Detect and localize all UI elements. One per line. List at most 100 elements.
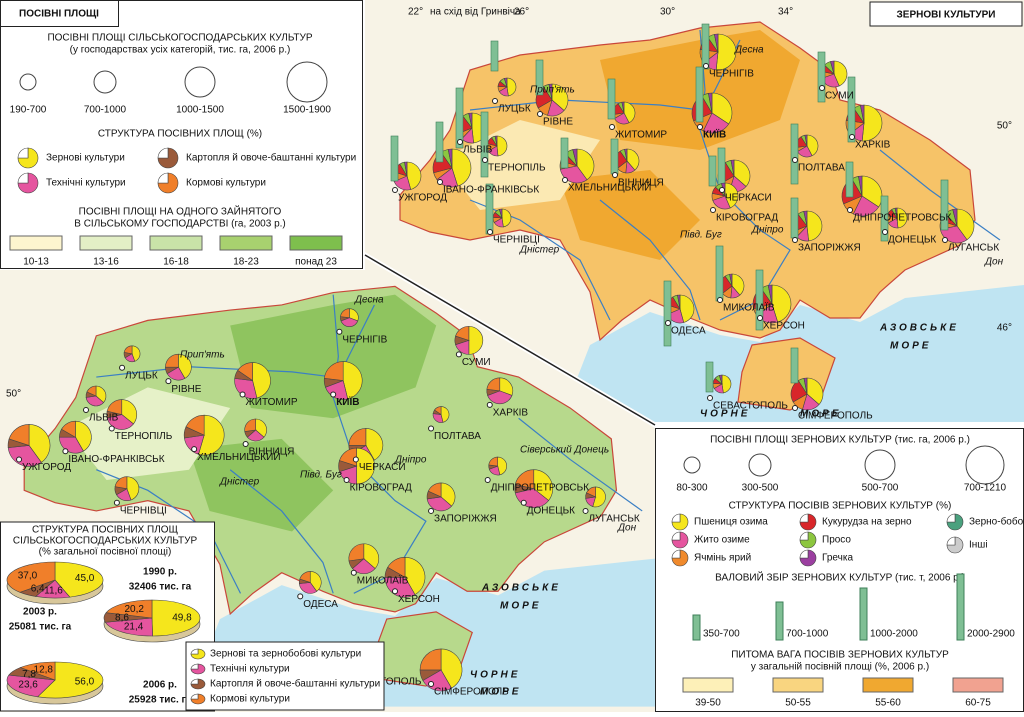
city-label: ДОНЕЦЬК: [527, 505, 575, 516]
panel-divider: [364, 254, 656, 426]
map-pie: [586, 486, 596, 498]
map-pie: [451, 148, 472, 187]
legend-swatch: [190, 693, 199, 700]
legend-swatch: [799, 513, 817, 531]
city-dot: [703, 63, 709, 69]
river-label: Дністер: [219, 477, 260, 488]
map-pie: [487, 390, 513, 405]
city-label: ХЕРСОН: [763, 321, 805, 332]
class-label: 50-55: [785, 698, 811, 709]
river: [229, 469, 334, 594]
map-pie: [718, 374, 723, 385]
class-label: 55-60: [875, 698, 901, 709]
map-pie: [833, 60, 848, 87]
map-pie: [806, 134, 819, 157]
map-pie: [427, 482, 442, 498]
legend-item: Кормові культури: [210, 694, 290, 705]
region-shade: [65, 387, 231, 481]
map-pie: [185, 414, 205, 436]
inset-heading: СТРУКТУРА ПОСІВНИХ ПЛОЩ: [32, 525, 178, 536]
map-pie: [8, 424, 30, 446]
city-dot: [849, 134, 855, 140]
city-dot: [330, 391, 337, 398]
river-label: Півд. Буг: [680, 230, 722, 241]
river: [879, 149, 1001, 241]
city-label: ЧЕРНІГІВ: [342, 334, 387, 345]
legend-subheading: (у господарствах усіх категорій, тис. га…: [70, 45, 291, 56]
legend-item: Технічні культури: [210, 664, 290, 675]
city-dot: [119, 364, 126, 371]
size-symbol: [683, 456, 701, 474]
harvest-bar: [480, 111, 489, 178]
latitude-label: 50°: [997, 121, 1012, 132]
city-label: ХМЕЛЬНИЦЬКИЙ: [568, 181, 651, 194]
map-pie: [340, 317, 359, 327]
legend-subheading: у загальній посівній площі (%, 2006 р.): [751, 662, 929, 673]
size-label: 300-500: [742, 483, 779, 494]
city-label: ОДЕСА: [671, 326, 706, 337]
slice-label: 20,2: [124, 604, 144, 615]
size-label: 190-700: [10, 105, 47, 116]
city-dot: [487, 229, 493, 235]
longitude-label: 26°: [514, 7, 529, 18]
longitude-label: 34°: [778, 7, 793, 18]
harvest-bar: [607, 78, 616, 120]
city-label: ВІННИЦЯ: [618, 178, 664, 189]
city-label: ЛУГАНСЬК: [948, 243, 999, 254]
legend-swatch: [671, 513, 681, 523]
legend-item: Зерно-бобові: [969, 516, 1024, 528]
city-dot: [882, 229, 888, 235]
map-pie: [244, 418, 256, 432]
city-dot: [16, 456, 23, 463]
city-dot: [719, 187, 725, 193]
total-label: 32406 тис. га: [129, 582, 192, 593]
city-label: РІВНЕ: [543, 117, 573, 128]
map-pie: [548, 83, 553, 101]
harvest-bar: [705, 361, 714, 393]
city-dot: [428, 425, 435, 432]
city-label: СІМФЕРОПОЛЬ: [434, 687, 509, 698]
legend-swatch: [190, 648, 199, 655]
map-pie: [324, 361, 344, 381]
legend-swatch: [799, 549, 809, 559]
map-pie: [572, 148, 578, 167]
class-label: 39-50: [695, 698, 721, 709]
inset-heading: СІЛЬСЬКОГОСПОДАРСЬКИХ КУЛЬТУР: [13, 536, 198, 547]
region-shade: [440, 120, 600, 210]
city-dot: [792, 157, 798, 163]
city-label: ДНІПРОПЕТРОВСЬК: [491, 483, 590, 494]
map-pie: [803, 377, 808, 395]
city-label: КІРОВОГРАД: [716, 213, 778, 224]
city-label: ТЕРНОПІЛЬ: [115, 431, 173, 442]
city-dot: [819, 85, 825, 91]
city-dot: [942, 237, 948, 243]
city-label: ЛУГАНСЬК: [589, 514, 640, 525]
city-label: ТЕРНОПІЛЬ: [488, 163, 546, 174]
map-pie: [123, 345, 133, 355]
class-swatch: [682, 677, 734, 693]
region-shade: [230, 294, 437, 419]
legend-item: Зернові та зернобобові культури: [210, 648, 361, 660]
harvest-bar: [490, 40, 499, 72]
legend-swatch: [799, 531, 817, 549]
size-symbol: [748, 453, 772, 477]
map-pie: [255, 418, 267, 438]
map-pie: [803, 210, 808, 227]
city-dot: [757, 315, 763, 321]
map-pie: [501, 208, 512, 228]
map-pie: [715, 33, 737, 71]
map-pie: [806, 210, 823, 242]
city-dot: [297, 593, 304, 600]
river-label: Сіверський Донець: [520, 445, 609, 456]
harvest-swatch: [956, 573, 965, 641]
total-label: 25081 тис. га: [9, 622, 72, 633]
map-pie: [724, 182, 739, 209]
river-label: Півд. Буг: [300, 470, 342, 481]
map-pie: [733, 159, 751, 187]
legend-swatch: [671, 531, 689, 549]
city-label: КИЇВ: [336, 395, 359, 408]
city-dot: [191, 446, 198, 453]
city-label: ЗАПОРІЖЖЯ: [434, 514, 497, 525]
map-pie: [488, 456, 498, 467]
city-dot: [612, 172, 618, 178]
